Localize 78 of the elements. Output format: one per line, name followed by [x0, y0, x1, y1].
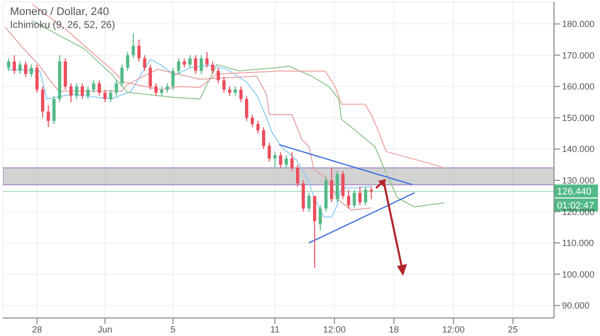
candlestick [296, 164, 300, 188]
candlestick [143, 54, 146, 72]
candlestick [7, 58, 10, 72]
candlestick [92, 80, 96, 94]
candlestick [256, 120, 260, 134]
x-tick-label: 11 [270, 324, 280, 334]
x-tick-label: 12:00 [323, 324, 346, 334]
candlestick [120, 64, 124, 87]
y-tick-label: 110.000 [562, 238, 594, 248]
x-tick-label: 25 [508, 324, 518, 334]
x-tick-label: 18 [388, 324, 399, 334]
candlestick [250, 114, 254, 128]
candlestick [137, 39, 141, 62]
candlestick [341, 170, 345, 200]
candlestick [239, 86, 243, 103]
candlestick [205, 52, 209, 68]
candlestick [24, 60, 28, 78]
candlestick [52, 95, 56, 125]
candlestick [364, 186, 368, 206]
x-tick-label: 5 [170, 324, 176, 334]
candlestick [262, 126, 266, 150]
candlestick [307, 192, 311, 212]
candlestick [222, 76, 226, 94]
candlestick [86, 86, 90, 100]
x-tick-label: 28 [32, 324, 42, 334]
candlestick [216, 67, 220, 84]
candlestick [12, 54, 16, 74]
candlestick [347, 189, 350, 209]
candlestick [279, 152, 282, 168]
candlestick [18, 60, 22, 74]
candlestick [30, 64, 33, 78]
candlestick [273, 152, 277, 168]
candlestick [200, 54, 203, 74]
candlestick [160, 86, 164, 96]
candlestick [234, 86, 237, 96]
candlestick [98, 80, 101, 96]
candlestick [358, 186, 362, 206]
candlestick [245, 95, 248, 122]
candlestick [171, 67, 175, 90]
candlestick [75, 82, 78, 100]
y-tick-label: 180.000 [562, 19, 595, 30]
y-tick-label: 140.000 [562, 144, 595, 154]
y-tick-label: 150.000 [562, 112, 595, 123]
candlestick [166, 82, 169, 94]
candlestick [69, 82, 73, 103]
candlestick [318, 204, 322, 231]
y-tick-label: 170.000 [562, 50, 595, 60]
candlestick [114, 80, 118, 96]
candlestick [370, 186, 373, 200]
chart-title: Monero / Dollar, 240 [10, 5, 110, 19]
candlestick [103, 89, 107, 103]
candlestick [194, 54, 198, 74]
candlestick [80, 82, 84, 100]
candlestick [268, 142, 271, 162]
candlestick [188, 54, 192, 68]
candlestick [126, 52, 130, 72]
candlestick [290, 152, 294, 172]
candlestick [41, 86, 44, 118]
ref-line-label: 126.440 [557, 186, 592, 198]
candlestick [148, 64, 152, 90]
y-tick-label: 100.000 [562, 269, 595, 280]
y-tick-label: 90.000 [562, 300, 590, 311]
candlestick [154, 82, 158, 96]
candlestick [211, 60, 214, 74]
candlestick [284, 154, 288, 168]
y-tick-label: 160.000 [562, 82, 595, 92]
candlestick [46, 104, 50, 128]
candlestick [228, 86, 232, 96]
candlestick [330, 167, 334, 203]
candlestick [132, 32, 135, 59]
x-tick-label: 12:00 [442, 324, 465, 334]
candlestick [35, 64, 39, 94]
candlestick [109, 89, 112, 103]
candlestick [352, 189, 356, 209]
candlestick [177, 58, 180, 74]
y-tick-label: 130.000 [562, 176, 595, 186]
x-tick-label: Jun [98, 324, 112, 334]
candlestick [182, 58, 186, 68]
